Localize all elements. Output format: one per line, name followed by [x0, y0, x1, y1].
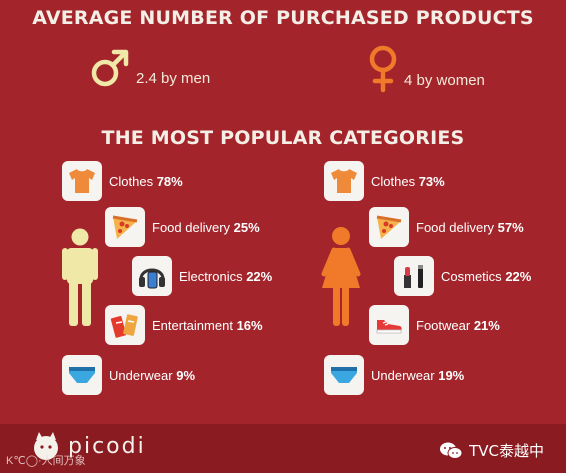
women-category-cosmetics: Cosmetics 22% — [394, 256, 531, 296]
men-category-entertainment: Entertainment 16% — [105, 305, 263, 345]
tshirt-icon — [69, 169, 95, 193]
category-tile — [369, 305, 409, 345]
cosmetics-icon — [404, 265, 423, 288]
pizza-slice-icon — [376, 215, 402, 239]
wechat-account: TVC泰越中 — [439, 440, 544, 461]
category-label: Food delivery — [152, 219, 231, 235]
pizza-slice-icon — [112, 215, 138, 239]
picodi-logo: picodi — [30, 430, 146, 462]
headphones-phone-icon — [139, 268, 165, 289]
brand-name: picodi — [68, 433, 146, 459]
category-tile — [369, 207, 409, 247]
category-tile — [62, 355, 102, 395]
watermark: K℃◯·人间万象 — [6, 455, 86, 467]
category-label: Clothes — [371, 173, 416, 189]
women-category-footwear: Footwear 21% — [369, 305, 500, 345]
category-percent: 21% — [473, 317, 500, 333]
category-tile — [105, 305, 145, 345]
category-percent: 25% — [233, 219, 260, 235]
male-symbol-icon — [91, 49, 129, 87]
sneaker-icon — [376, 320, 402, 334]
category-label: Food delivery — [416, 219, 495, 235]
category-percent: 19% — [438, 367, 465, 383]
male-figure-icon — [62, 228, 98, 326]
category-label: Underwear — [109, 367, 173, 383]
women-average-value: 4 — [404, 71, 413, 89]
category-tile — [132, 256, 172, 296]
women-category-clothes: Clothes 73% — [324, 161, 445, 201]
category-label: Entertainment — [152, 317, 233, 333]
wechat-icon — [440, 442, 463, 459]
account-name: TVC泰越中 — [469, 442, 544, 460]
category-percent: 16% — [236, 317, 263, 333]
men-category-underwear: Underwear 9% — [62, 355, 195, 395]
tickets-icon — [110, 314, 138, 338]
men-category-food-delivery: Food delivery 25% — [105, 207, 260, 247]
category-percent: 78% — [156, 173, 183, 189]
tshirt-icon — [331, 169, 357, 193]
category-tile — [324, 161, 364, 201]
underwear-icon — [331, 367, 357, 383]
category-tile — [324, 355, 364, 395]
category-percent: 9% — [176, 367, 196, 383]
men-category-clothes: Clothes 78% — [62, 161, 183, 201]
female-symbol-icon — [369, 45, 397, 93]
fox-logo-icon — [34, 432, 58, 460]
main-title: AVERAGE NUMBER OF PURCHASED PRODUCTS — [32, 7, 534, 29]
category-label: Electronics — [179, 268, 243, 284]
category-tile — [105, 207, 145, 247]
women-category-underwear: Underwear 19% — [324, 355, 464, 395]
category-percent: 22% — [505, 268, 532, 284]
men-average-value: 2.4 — [136, 69, 157, 87]
women-category-food-delivery: Food delivery 57% — [369, 207, 524, 247]
category-tile — [62, 161, 102, 201]
men-average-text: by men — [161, 69, 211, 87]
category-label: Footwear — [416, 317, 471, 333]
men-average: 2.4 by men — [90, 44, 210, 90]
women-average: 4 by women — [368, 44, 485, 94]
category-label: Cosmetics — [441, 268, 502, 284]
underwear-icon — [69, 367, 95, 383]
categories-title: THE MOST POPULAR CATEGORIES — [101, 127, 465, 149]
women-average-text: by women — [416, 71, 485, 89]
category-label: Clothes — [109, 173, 154, 189]
men-category-electronics: Electronics 22% — [132, 256, 272, 296]
category-percent: 22% — [246, 268, 273, 284]
category-percent: 57% — [497, 219, 524, 235]
footer-bar — [0, 424, 566, 473]
category-tile — [394, 256, 434, 296]
category-percent: 73% — [418, 173, 445, 189]
female-figure-icon — [321, 227, 361, 326]
category-label: Underwear — [371, 367, 435, 383]
